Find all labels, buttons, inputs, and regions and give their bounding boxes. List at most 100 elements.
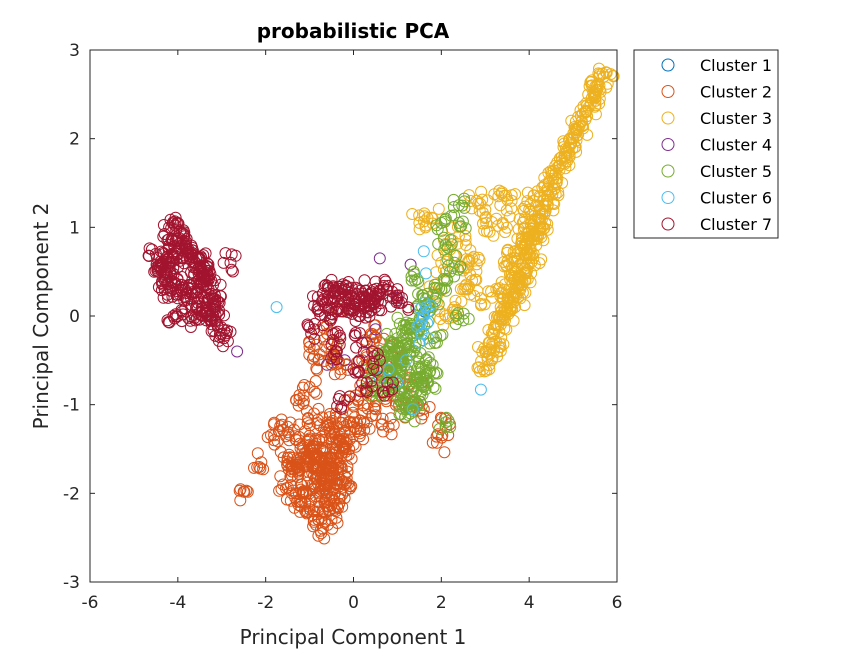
data-point bbox=[206, 311, 219, 324]
data-point bbox=[179, 242, 192, 255]
data-point bbox=[354, 414, 367, 427]
data-point bbox=[308, 350, 321, 363]
data-point bbox=[325, 352, 338, 365]
data-point bbox=[172, 217, 185, 230]
data-point bbox=[365, 374, 378, 387]
data-point bbox=[457, 307, 470, 320]
data-point bbox=[350, 341, 363, 354]
data-point bbox=[400, 354, 413, 367]
legend: Cluster 1 Cluster 2 Cluster 3 Cluster 4 Clus… bbox=[633, 49, 779, 239]
data-point bbox=[219, 247, 232, 260]
data-point bbox=[438, 446, 451, 459]
data-point bbox=[218, 309, 230, 322]
data-point bbox=[481, 353, 494, 366]
data-point bbox=[454, 283, 467, 295]
data-point bbox=[289, 433, 302, 446]
data-point bbox=[338, 354, 351, 367]
data-point bbox=[384, 364, 397, 377]
data-point bbox=[392, 289, 405, 302]
data-point bbox=[405, 270, 418, 283]
data-point bbox=[472, 251, 485, 264]
data-point bbox=[441, 253, 454, 266]
data-point bbox=[143, 242, 156, 255]
data-point bbox=[391, 311, 404, 324]
data-point bbox=[433, 423, 446, 435]
data-point bbox=[306, 459, 319, 471]
data-point bbox=[280, 493, 293, 506]
data-point bbox=[429, 382, 442, 395]
data-point bbox=[164, 213, 177, 226]
data-point bbox=[198, 261, 211, 274]
data-point bbox=[495, 331, 508, 344]
data-point bbox=[492, 219, 504, 232]
data-point bbox=[322, 304, 335, 317]
data-point bbox=[241, 485, 254, 498]
data-point bbox=[474, 292, 487, 305]
data-point bbox=[385, 349, 398, 362]
data-point bbox=[308, 453, 321, 466]
data-point bbox=[209, 297, 222, 310]
data-point bbox=[385, 428, 398, 441]
data-point bbox=[248, 461, 260, 474]
data-point bbox=[393, 367, 406, 380]
data-point bbox=[592, 77, 605, 90]
data-point bbox=[461, 283, 474, 296]
data-point bbox=[442, 259, 455, 272]
data-point bbox=[579, 113, 592, 126]
data-point bbox=[307, 342, 320, 355]
data-point bbox=[329, 431, 342, 444]
data-point bbox=[524, 249, 536, 261]
data-point bbox=[319, 340, 332, 353]
data-point bbox=[493, 282, 506, 295]
data-point bbox=[415, 327, 428, 340]
data-point bbox=[406, 403, 419, 416]
data-point bbox=[431, 223, 444, 236]
data-point bbox=[309, 451, 322, 464]
data-point bbox=[300, 507, 313, 520]
data-point bbox=[500, 260, 513, 273]
data-point bbox=[533, 190, 546, 203]
data-point bbox=[303, 348, 316, 361]
data-point bbox=[413, 318, 426, 331]
data-point bbox=[413, 223, 426, 236]
legend-label: Cluster 2 bbox=[700, 83, 772, 102]
data-point bbox=[348, 298, 361, 311]
data-point bbox=[417, 292, 430, 305]
data-point bbox=[165, 276, 178, 289]
data-point bbox=[411, 320, 424, 333]
data-point bbox=[592, 67, 605, 80]
data-point bbox=[206, 306, 219, 319]
data-point bbox=[288, 501, 301, 514]
data-point bbox=[424, 356, 437, 369]
data-point bbox=[533, 257, 546, 270]
data-point bbox=[265, 429, 277, 441]
data-point bbox=[333, 338, 346, 351]
data-point bbox=[354, 423, 367, 435]
data-point bbox=[369, 323, 382, 336]
data-point bbox=[330, 511, 343, 524]
data-point bbox=[296, 381, 309, 394]
legend-marker bbox=[661, 85, 675, 98]
data-point bbox=[428, 278, 441, 291]
data-point bbox=[473, 365, 486, 378]
data-point bbox=[186, 244, 199, 257]
data-point bbox=[320, 301, 332, 314]
data-point bbox=[204, 304, 217, 317]
legend-label: Cluster 1 bbox=[700, 56, 772, 75]
legend-label: Cluster 6 bbox=[700, 189, 772, 208]
data-point bbox=[183, 253, 196, 266]
data-point bbox=[318, 532, 331, 545]
data-point bbox=[185, 288, 198, 301]
data-point bbox=[225, 263, 238, 276]
data-point bbox=[349, 327, 362, 339]
data-point bbox=[219, 329, 232, 342]
data-point bbox=[440, 420, 453, 433]
data-point bbox=[163, 239, 176, 252]
data-point bbox=[439, 310, 452, 322]
data-point bbox=[450, 249, 463, 262]
data-point bbox=[478, 224, 491, 237]
data-point bbox=[436, 328, 449, 341]
data-point bbox=[345, 452, 358, 465]
data-point bbox=[373, 252, 386, 265]
data-point bbox=[282, 457, 295, 470]
